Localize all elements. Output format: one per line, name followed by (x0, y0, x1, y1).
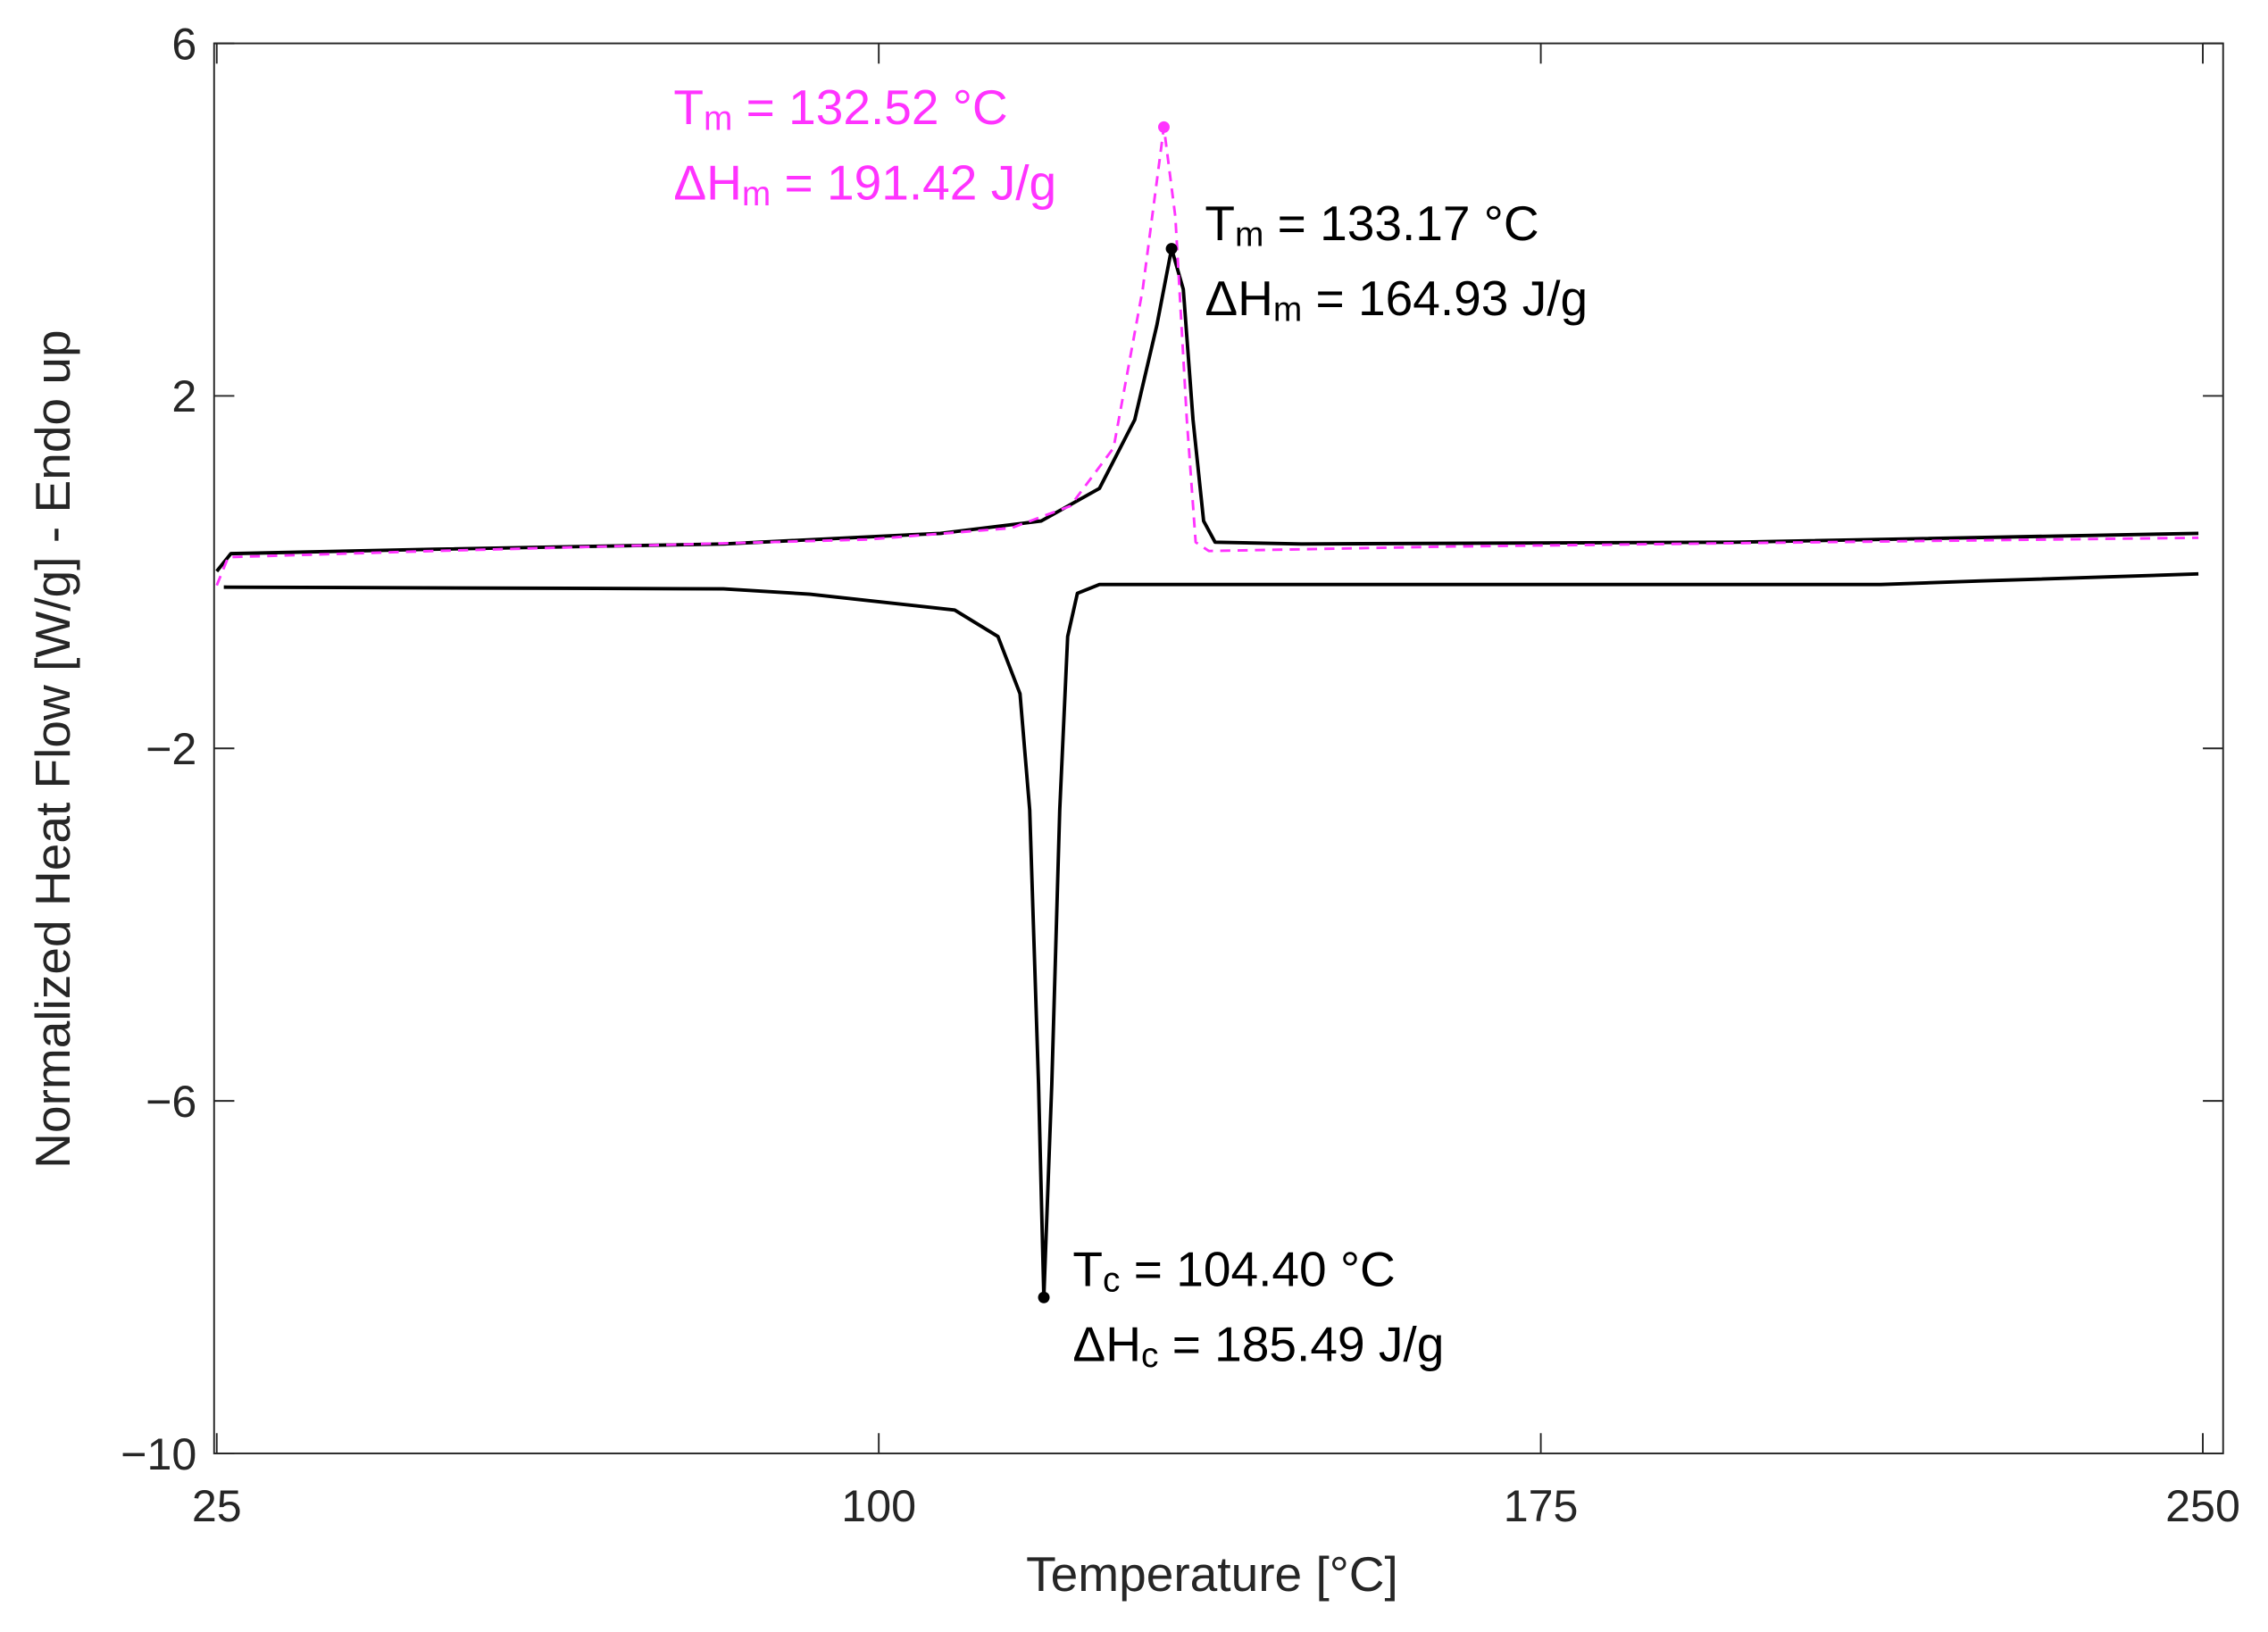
annotation-value: = 191.42 J/g (771, 154, 1056, 210)
annotation-symbol: T (673, 79, 704, 135)
annotation-value: = 164.93 J/g (1302, 271, 1588, 326)
y-tick-label: 2 (171, 371, 196, 421)
y-axis-label: Normalized Heat Flow [W/g] - Endo up (25, 329, 80, 1168)
y-tick-label: −6 (146, 1077, 196, 1127)
annotation-subscript: m (1273, 291, 1302, 329)
y-tick-label: −10 (121, 1429, 196, 1479)
x-tick-label: 250 (2165, 1481, 2240, 1531)
x-tick-label: 175 (1504, 1481, 1579, 1531)
data-line (215, 125, 2199, 587)
annotation: ΔHm = 191.42 J/g (673, 154, 1056, 212)
annotation-subscript: m (742, 175, 771, 213)
annotation-value: = 104.40 °C (1121, 1241, 1396, 1296)
annotation-subscript: c (1141, 1336, 1158, 1375)
y-tick-label: 6 (171, 19, 196, 69)
y-tick-label: −2 (146, 724, 196, 774)
annotation-subscript: m (704, 100, 732, 138)
x-tick-label: 100 (841, 1481, 916, 1531)
annotation-value: = 133.17 °C (1263, 196, 1538, 251)
annotation-symbol: T (1072, 1241, 1103, 1296)
annotation: ΔHc = 185.49 J/g (1072, 1317, 1444, 1375)
annotation: Tc = 104.40 °C (1072, 1241, 1395, 1299)
peak-marker (1165, 243, 1178, 255)
peak-marker (1157, 121, 1170, 133)
annotation: Tm = 133.17 °C (1205, 196, 1538, 254)
annotation-subscript: c (1103, 1261, 1120, 1300)
annotation-symbol: ΔH (1072, 1317, 1141, 1372)
x-tick-label: 25 (192, 1481, 242, 1531)
annotation-value: = 132.52 °C (732, 79, 1007, 135)
x-axis-label: Temperature [°C] (1026, 1546, 1398, 1602)
annotation-symbol: ΔH (673, 154, 742, 210)
annotation: Tm = 132.52 °C (673, 79, 1007, 137)
annotation: ΔHm = 164.93 J/g (1205, 271, 1588, 329)
annotation-symbol: ΔH (1205, 271, 1273, 326)
annotation-value: = 185.49 J/g (1158, 1317, 1444, 1372)
annotation-symbol: T (1205, 196, 1235, 251)
peak-marker (1038, 1291, 1050, 1303)
data-line (215, 246, 2199, 573)
annotation-subscript: m (1235, 215, 1263, 254)
